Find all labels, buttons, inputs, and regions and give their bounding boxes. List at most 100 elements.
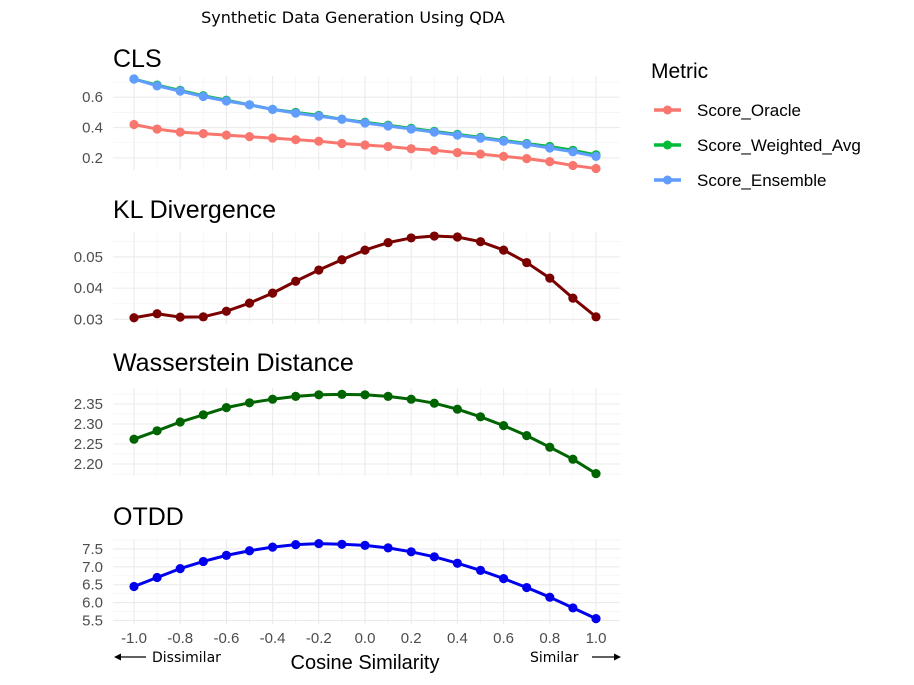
data-point xyxy=(452,404,462,414)
data-point xyxy=(568,293,578,303)
data-point xyxy=(406,394,416,404)
x-tick-label: 0.4 xyxy=(447,630,468,647)
data-point xyxy=(129,313,139,323)
series-kl-divergence xyxy=(129,231,601,323)
data-point xyxy=(429,552,439,562)
data-point xyxy=(406,233,416,243)
data-point xyxy=(337,389,347,399)
data-point xyxy=(522,582,532,593)
data-point xyxy=(221,96,231,106)
data-point xyxy=(291,391,301,401)
y-tick-label: 6.0 xyxy=(82,595,103,612)
x-tick-label: 1.0 xyxy=(586,630,607,647)
right-arrowhead-icon xyxy=(614,653,621,661)
data-point xyxy=(568,147,578,157)
data-point xyxy=(383,121,393,131)
data-point xyxy=(522,431,532,441)
data-point xyxy=(499,421,509,431)
x-tick-label: -0.4 xyxy=(260,630,286,647)
data-point xyxy=(268,104,278,114)
data-point xyxy=(175,127,185,137)
data-point xyxy=(383,238,393,248)
y-tick-label: 2.30 xyxy=(74,416,103,433)
y-tick-label: 0.03 xyxy=(74,311,103,328)
data-point xyxy=(221,403,231,413)
data-point xyxy=(152,81,162,91)
data-point xyxy=(152,309,162,319)
panel-otdd: OTDD 5.56.06.57.07.5 xyxy=(82,503,620,629)
data-point xyxy=(429,127,439,137)
data-point xyxy=(337,138,347,149)
data-point xyxy=(522,139,532,149)
legend-label: Score_Weighted_Avg xyxy=(697,136,861,155)
data-point xyxy=(129,119,139,130)
grid xyxy=(113,388,620,476)
data-point xyxy=(568,160,578,171)
data-point xyxy=(198,312,208,322)
data-point xyxy=(198,410,208,420)
panels: CLS 0.2 0.4 0.6 KL Divergence 0.03 0.04 0.05 Was… xyxy=(74,45,620,629)
y-tick-label: 7.5 xyxy=(82,541,103,558)
data-point xyxy=(591,151,601,161)
legend-title: Metric xyxy=(651,60,708,83)
x-axis-label: Cosine Similarity xyxy=(291,652,440,674)
data-point xyxy=(268,394,278,404)
data-point xyxy=(499,151,509,161)
data-point xyxy=(545,592,555,602)
x-tick-label: -0.2 xyxy=(306,630,332,647)
panel-title: Wasserstein Distance xyxy=(113,349,354,377)
similar-annotation: Similar xyxy=(530,650,621,666)
data-point xyxy=(360,245,370,255)
grid xyxy=(113,232,620,324)
data-point xyxy=(452,558,462,568)
y-tick-label: 6.5 xyxy=(82,577,103,594)
dissimilar-label: Dissimilar xyxy=(152,650,221,666)
data-point xyxy=(522,154,532,164)
data-point xyxy=(545,442,555,452)
panel-kl-divergence: KL Divergence 0.03 0.04 0.05 xyxy=(74,196,620,328)
data-point xyxy=(244,546,255,556)
x-tick-label: -0.6 xyxy=(213,630,239,647)
data-point xyxy=(475,237,486,247)
data-point xyxy=(314,136,324,146)
data-point xyxy=(499,574,509,584)
legend-swatch-dot xyxy=(663,105,672,115)
data-point xyxy=(568,454,578,464)
legend-item-weighted-avg: Score_Weighted_Avg xyxy=(654,136,861,155)
series-score-oracle xyxy=(129,119,601,174)
left-arrowhead-icon xyxy=(114,653,121,661)
dissimilar-annotation: Dissimilar xyxy=(114,650,221,666)
legend-label: Score_Oracle xyxy=(697,101,801,120)
panel-wasserstein-distance: Wasserstein Distance 2.20 2.25 2.30 2.35 xyxy=(74,349,620,479)
data-point xyxy=(499,245,509,255)
similar-label: Similar xyxy=(530,650,579,666)
data-point xyxy=(383,141,393,152)
data-point xyxy=(291,276,301,286)
data-point xyxy=(291,108,301,118)
data-point xyxy=(452,130,462,140)
data-point xyxy=(591,312,601,322)
data-point xyxy=(591,469,601,479)
data-point xyxy=(129,74,139,84)
data-point xyxy=(429,231,439,241)
data-point xyxy=(175,86,185,96)
data-point xyxy=(244,100,255,110)
y-tick-label: 0.05 xyxy=(74,249,103,266)
data-point xyxy=(314,538,324,549)
x-tick-label: -1.0 xyxy=(121,630,147,647)
y-tick-label: 0.04 xyxy=(74,280,103,297)
data-point xyxy=(129,434,139,444)
data-point xyxy=(406,547,416,557)
data-point xyxy=(545,273,555,283)
data-point xyxy=(545,157,555,167)
series-wasserstein-distance xyxy=(129,389,601,479)
data-point xyxy=(499,136,509,146)
x-tick-label: 0.8 xyxy=(539,630,560,647)
panel-cls: CLS 0.2 0.4 0.6 xyxy=(82,45,620,174)
y-tick-label: 2.35 xyxy=(74,396,103,413)
data-point xyxy=(129,581,139,592)
data-point xyxy=(475,412,486,422)
data-point xyxy=(522,257,532,268)
x-tick-label: 0.6 xyxy=(493,630,514,647)
